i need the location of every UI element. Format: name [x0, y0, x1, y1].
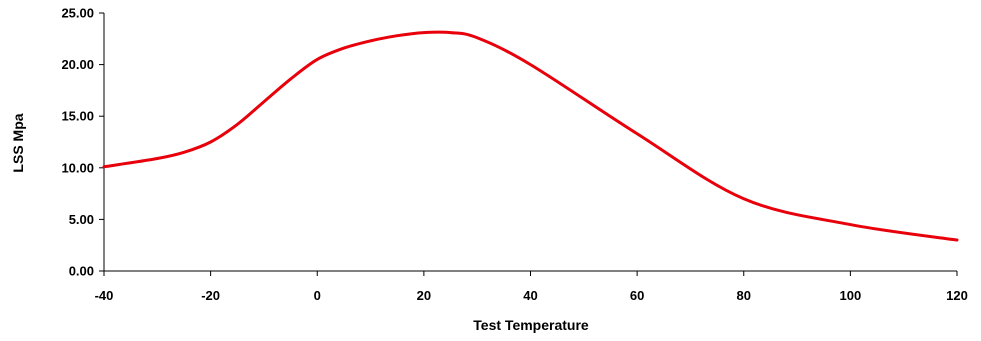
x-tick-label: -40	[95, 288, 114, 303]
x-tick-label: 20	[417, 288, 431, 303]
x-tick-label: 100	[840, 288, 862, 303]
series-line	[102, 30, 959, 242]
y-tick-label: 10.00	[61, 160, 94, 175]
y-tick-label: 5.00	[69, 212, 94, 227]
tick-labels-layer: 0.00 5.00 10.00 15.00 20.00 25.00 -40 -20 0 20 40 6…	[61, 6, 967, 304]
y-tick-label: 15.00	[61, 109, 94, 124]
y-tick-label: 20.00	[61, 57, 94, 72]
series-layer	[102, 30, 959, 242]
x-tick-label: -20	[201, 288, 220, 303]
x-tick-label: 80	[737, 288, 751, 303]
y-axis-title: LSS Mpa	[10, 113, 26, 172]
y-tick-label: 25.00	[61, 6, 94, 21]
x-tick-label: 0	[314, 288, 321, 303]
x-tick-label: 40	[523, 288, 537, 303]
x-axis-title: Test Temperature	[473, 317, 589, 333]
y-tick-label: 0.00	[69, 264, 94, 279]
x-tick-label: 120	[946, 288, 968, 303]
x-tick-label: 60	[630, 288, 644, 303]
axes-layer	[99, 12, 958, 276]
